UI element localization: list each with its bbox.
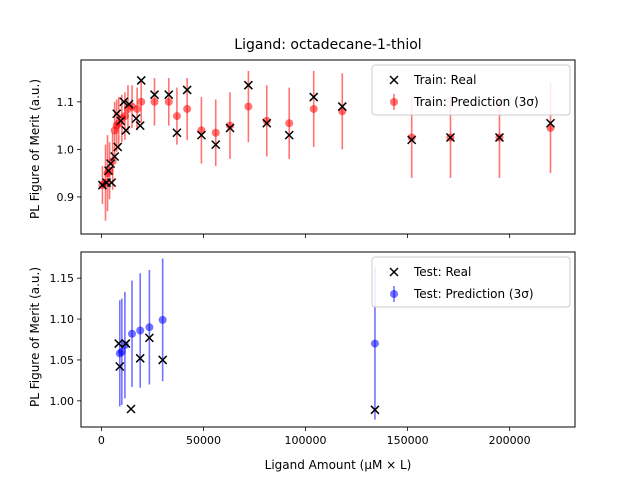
bottom-y-tick-label: 1.05	[50, 354, 75, 367]
top-prediction-point	[150, 97, 159, 106]
top-real-point	[182, 85, 192, 95]
bottom-legend: Test: Real Test: Prediction (3σ)	[371, 256, 571, 308]
bottom-prediction-point	[145, 323, 154, 332]
top-prediction-point	[244, 102, 253, 111]
bottom-real-point	[144, 333, 154, 343]
bottom-prediction-point	[158, 315, 167, 324]
top-real-point	[135, 121, 145, 131]
top-panel: 0.9 1.0 1.1 Train: Real Train: Prediction (3…	[57, 59, 576, 238]
top-real-point	[136, 75, 146, 85]
top-real-point	[172, 128, 182, 138]
top-prediction-point	[172, 112, 181, 121]
top-real-point	[284, 130, 294, 140]
bottom-x-tick-label: 150000	[387, 434, 429, 447]
bottom-y-tick-label: 1.10	[50, 313, 75, 326]
bottom-legend-prediction-marker	[390, 286, 398, 302]
bottom-legend-real-marker	[389, 267, 399, 277]
top-real-point	[164, 90, 174, 100]
top-real-point	[124, 99, 134, 109]
bottom-prediction-point	[370, 339, 379, 348]
top-real-point	[107, 178, 117, 188]
top-real-point	[110, 151, 120, 162]
bottom-real-point	[121, 339, 131, 349]
bottom-x-tick-label: 200000	[489, 434, 531, 447]
top-real-point	[116, 116, 126, 126]
top-prediction-point	[226, 121, 235, 130]
top-real-point	[149, 90, 160, 100]
top-plot-frame	[80, 59, 576, 235]
top-prediction-point	[137, 97, 146, 106]
top-real-point	[243, 80, 253, 90]
top-real-point	[104, 166, 114, 176]
top-real-point	[113, 142, 123, 152]
bottom-y-tick-label: 1.00	[50, 395, 75, 408]
top-real-point	[337, 102, 347, 112]
bottom-real-point	[370, 405, 380, 415]
top-real-point	[131, 113, 141, 124]
bottom-real-point	[114, 339, 124, 349]
bottom-prediction-point	[136, 326, 145, 335]
bottom-y-tick-label: 1.15	[50, 272, 75, 285]
top-legend-real-marker	[389, 75, 399, 85]
bottom-legend-box	[371, 256, 571, 308]
top-legend: Train: Real Train: Prediction (3σ)	[371, 64, 571, 116]
top-prediction-point	[211, 128, 220, 137]
top-real-point	[97, 180, 107, 190]
top-prediction-point	[285, 119, 294, 128]
top-real-point	[121, 125, 131, 135]
top-legend-prediction-label: Train: Prediction (3σ)	[413, 95, 539, 109]
chart-title: Ligand: octadecane-1-thiol	[234, 37, 421, 53]
top-real-point	[119, 97, 129, 107]
bottom-legend-real-label: Test: Real	[413, 265, 471, 279]
top-real-point	[106, 159, 116, 169]
top-real-point	[225, 123, 235, 133]
top-real-point	[262, 118, 272, 128]
bottom-prediction-point	[128, 329, 137, 338]
bottom-panel: 0 50000 100000 150000 200000 1.00 1.05 1.10 1.15…	[50, 251, 576, 447]
bottom-real-point	[158, 355, 168, 365]
bottom-legend-prediction-label: Test: Prediction (3σ)	[413, 287, 534, 301]
top-real-point	[309, 92, 319, 102]
bottom-real-point	[115, 361, 125, 372]
bottom-y-axis-label: PL Figure of Merit (a.u.)	[28, 267, 42, 407]
top-prediction-point	[262, 116, 271, 125]
bottom-prediction-point	[117, 347, 126, 356]
top-real-point	[494, 132, 505, 143]
top-prediction-point	[309, 104, 318, 113]
top-real-point	[211, 140, 221, 150]
top-real-point	[407, 135, 417, 145]
bottom-x-tick-label: 0	[98, 434, 105, 447]
top-legend-prediction-marker	[390, 94, 398, 110]
bottom-x-tick-label: 100000	[285, 434, 327, 447]
top-real-point	[196, 130, 206, 140]
top-real-point	[545, 118, 556, 128]
top-y-tick-label: 0.9	[57, 191, 75, 204]
top-prediction-point	[183, 104, 192, 113]
top-prediction-point	[133, 104, 142, 113]
top-real-point	[112, 109, 122, 119]
top-prediction-point	[407, 133, 416, 142]
bottom-x-tick-label: 50000	[186, 434, 221, 447]
x-axis-label: Ligand Amount (μM × L)	[265, 458, 412, 472]
top-y-tick-label: 1.0	[57, 143, 75, 156]
bottom-real-point	[135, 353, 145, 363]
top-y-tick-label: 1.1	[57, 96, 75, 109]
top-y-axis-label: PL Figure of Merit (a.u.)	[28, 79, 42, 219]
top-legend-box	[371, 64, 571, 116]
top-real-point	[445, 132, 456, 143]
bottom-real-point	[126, 404, 136, 414]
bottom-plot-frame	[80, 251, 576, 428]
top-prediction-point	[164, 97, 173, 106]
top-legend-real-label: Train: Real	[413, 73, 477, 87]
